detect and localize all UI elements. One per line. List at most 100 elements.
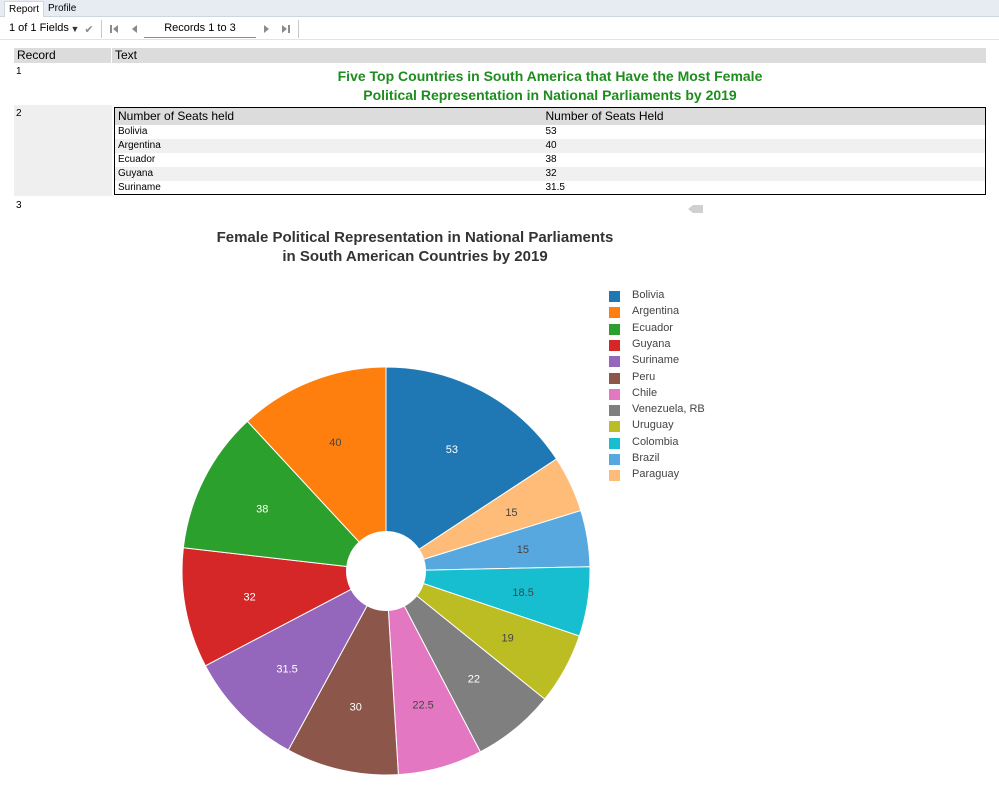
table-cell-country: Suriname bbox=[118, 181, 161, 193]
legend-item[interactable]: Chile bbox=[609, 387, 729, 401]
pie-slice-bolivia[interactable] bbox=[385, 366, 558, 572]
pie-slice-label: 22 bbox=[468, 673, 480, 685]
legend-label: Brazil bbox=[632, 452, 660, 464]
pie-slice-guyana[interactable] bbox=[181, 547, 388, 667]
pie-slice-label: 15 bbox=[505, 507, 517, 519]
pie-slice-label: 15 bbox=[517, 544, 529, 556]
pie-slice-peru[interactable] bbox=[287, 569, 399, 776]
legend-item[interactable]: Brazil bbox=[609, 452, 729, 466]
table-row: Guyana 32 bbox=[114, 166, 986, 181]
chart-title-line: in South American Countries by 2019 bbox=[282, 248, 548, 265]
legend-label: Suriname bbox=[632, 354, 680, 367]
table-header-cell: Number of Seats held bbox=[114, 107, 543, 125]
table-header-row: Number of Seats held Number of Seats Hel… bbox=[114, 107, 986, 125]
records-range-field[interactable]: Records 1 to 3 bbox=[144, 19, 256, 38]
legend-label: Ecuador bbox=[632, 321, 673, 334]
table-row: Suriname 31.5 bbox=[115, 181, 986, 195]
legend-item[interactable]: Paraguay bbox=[609, 468, 729, 482]
table-cell-value: 32 bbox=[542, 166, 986, 181]
table-cell-value: 31.5 bbox=[545, 181, 565, 193]
legend-swatch bbox=[609, 307, 620, 319]
legend-swatch bbox=[609, 454, 620, 465]
legend-item[interactable]: Venezuela, RB bbox=[609, 403, 729, 417]
previous-record-icon[interactable] bbox=[126, 21, 142, 37]
legend-item[interactable]: Peru bbox=[609, 371, 729, 385]
pie-slice-label: 53 bbox=[446, 444, 458, 456]
dropdown-arrow-icon[interactable]: ▼ bbox=[70, 24, 80, 34]
table-cell-country: Argentina bbox=[114, 138, 543, 153]
legend-label: Paraguay bbox=[632, 468, 680, 481]
legend-swatch bbox=[609, 291, 620, 302]
fields-selector[interactable]: 1 of 1 Fields bbox=[9, 22, 69, 34]
legend-item[interactable]: Suriname bbox=[609, 354, 729, 368]
pie-center-hole bbox=[346, 531, 426, 611]
pie-slice-label: 18.5 bbox=[512, 587, 533, 599]
legend-label: Colombia bbox=[632, 435, 679, 448]
record-number: 2 bbox=[16, 108, 22, 119]
collapse-arrow-icon[interactable] bbox=[688, 205, 703, 213]
legend-label: Guyana bbox=[632, 337, 671, 350]
legend-item[interactable]: Guyana bbox=[609, 338, 729, 352]
toolbar-divider bbox=[298, 20, 299, 38]
record-number: 1 bbox=[16, 66, 22, 77]
pie-slice-ecuador[interactable] bbox=[182, 420, 388, 572]
legend-label: Peru bbox=[632, 370, 656, 383]
table-row: Bolivia 53 bbox=[115, 125, 986, 139]
next-record-icon[interactable] bbox=[259, 21, 275, 37]
pie-slice-label: 32 bbox=[244, 591, 256, 603]
table-header-cell: Number of Seats Held bbox=[542, 107, 986, 125]
table-cell-country: Guyana bbox=[114, 166, 543, 181]
toolbar-divider bbox=[101, 20, 102, 38]
legend-item[interactable]: Argentina bbox=[609, 305, 729, 319]
table-cell-value: 38 bbox=[545, 154, 557, 165]
legend-swatch bbox=[609, 421, 620, 433]
report-title-line: Five Top Countries in South America that… bbox=[337, 68, 763, 84]
pie-slice-argentina[interactable] bbox=[246, 366, 387, 573]
tab-bar: Report Profile bbox=[0, 0, 999, 17]
legend-swatch bbox=[609, 437, 620, 449]
pie-slice-label: 31.5 bbox=[276, 663, 297, 675]
legend-swatch bbox=[609, 372, 620, 384]
pie-slice-label: 38 bbox=[256, 503, 268, 515]
pie-slice-suriname[interactable] bbox=[204, 569, 388, 751]
table-row: Argentina 40 bbox=[114, 138, 986, 153]
column-header-record[interactable]: Record bbox=[14, 48, 111, 63]
record-row-background bbox=[14, 105, 112, 196]
table-cell-country: Ecuador bbox=[118, 154, 156, 165]
legend-label: Uruguay bbox=[632, 419, 674, 432]
legend-swatch bbox=[609, 470, 620, 482]
pie-slice-label: 40 bbox=[329, 437, 341, 449]
record-number: 3 bbox=[16, 200, 22, 211]
legend-swatch bbox=[609, 388, 620, 400]
column-header-text[interactable]: Text bbox=[112, 48, 986, 63]
pie-slice-label: 22.5 bbox=[412, 700, 433, 712]
legend-swatch bbox=[609, 356, 620, 368]
legend-label: Argentina bbox=[632, 305, 680, 318]
legend-item[interactable]: Uruguay bbox=[609, 419, 729, 433]
checkmark-icon[interactable]: ✔ bbox=[84, 23, 94, 36]
seats-table: Number of Seats held Number of Seats Hel… bbox=[114, 107, 986, 195]
legend-label: Bolivia bbox=[632, 289, 665, 301]
table-cell-value: 53 bbox=[545, 126, 557, 137]
toolbar: 1 of 1 Fields ▼ ✔ Records 1 to 3 bbox=[0, 18, 999, 40]
legend-swatch bbox=[609, 339, 620, 351]
report-title-line: Political Representation in National Par… bbox=[363, 87, 737, 103]
tab-report[interactable]: Report bbox=[4, 1, 45, 17]
first-record-icon[interactable] bbox=[106, 21, 122, 37]
legend-item[interactable]: Bolivia bbox=[609, 289, 729, 303]
legend-swatch bbox=[609, 405, 620, 417]
pie-slice-label: 30 bbox=[350, 701, 362, 713]
legend-swatch bbox=[609, 323, 620, 335]
legend-item[interactable]: Ecuador bbox=[609, 322, 729, 336]
pie-slice-label: 19 bbox=[501, 633, 513, 645]
tab-profile[interactable]: Profile bbox=[48, 3, 77, 14]
last-record-icon[interactable] bbox=[278, 21, 294, 37]
table-row: Ecuador 38 bbox=[115, 153, 986, 167]
chart-title: Female Political Representation in Natio… bbox=[190, 228, 640, 266]
chart-title-line: Female Political Representation in Natio… bbox=[216, 229, 614, 246]
legend-item[interactable]: Colombia bbox=[609, 436, 729, 450]
table-cell-value: 40 bbox=[542, 138, 986, 153]
table-cell-country: Bolivia bbox=[118, 126, 148, 137]
legend-label: Chile bbox=[632, 386, 658, 399]
